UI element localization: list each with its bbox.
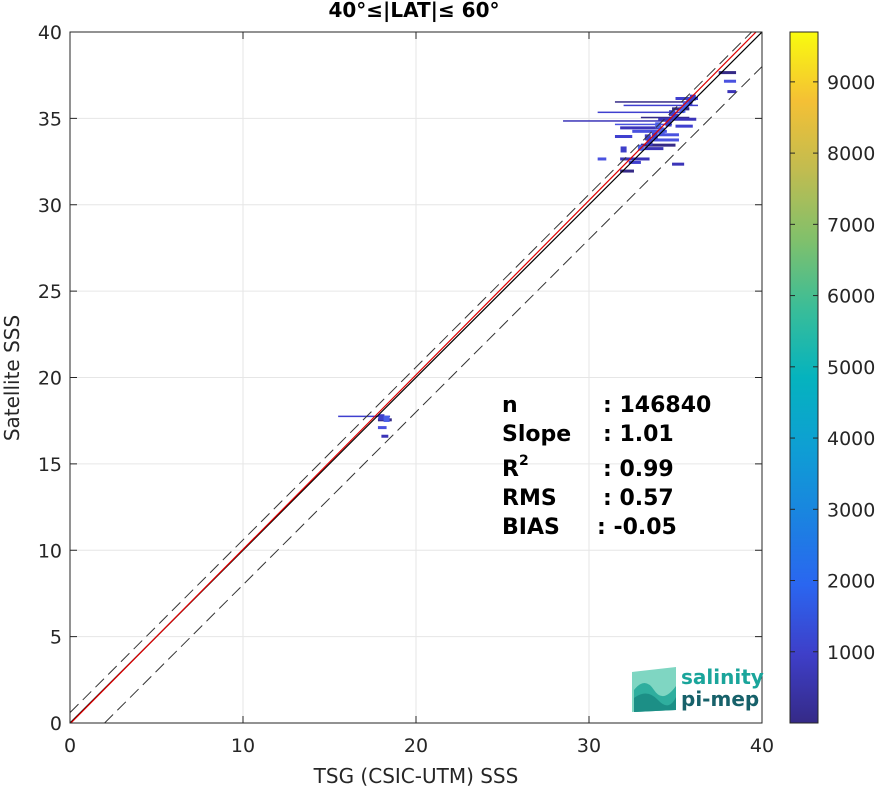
stat-bias-value: : -0.05 bbox=[597, 515, 677, 540]
logo-wave-icon bbox=[632, 667, 676, 712]
stat-rms-label: RMS bbox=[502, 486, 557, 511]
density-bin-row bbox=[597, 157, 607, 161]
salinity-pi-mep-logo: salinity pi-mep bbox=[632, 665, 764, 712]
density-bin-row bbox=[727, 90, 737, 94]
density-bin-row bbox=[620, 169, 634, 173]
x-tick-label: 30 bbox=[577, 735, 601, 757]
density-bin-row bbox=[614, 123, 673, 126]
density-bin-row bbox=[723, 79, 737, 83]
fit-line bbox=[70, 32, 757, 723]
density-bin-row bbox=[640, 116, 690, 119]
stat-n-value: : 146840 bbox=[603, 393, 711, 418]
colorbar-tick-label: 8000 bbox=[827, 143, 875, 165]
colorbar-tick-label: 1000 bbox=[827, 642, 875, 664]
colorbar-tick-label: 5000 bbox=[827, 357, 875, 379]
density-bin-row bbox=[649, 138, 679, 142]
logo-text-line1: salinity bbox=[681, 665, 764, 689]
density-bin-row bbox=[675, 124, 693, 128]
density-bin-cell bbox=[679, 106, 686, 113]
y-tick-label: 15 bbox=[38, 454, 62, 476]
density-bin-cell bbox=[383, 415, 390, 422]
density-bin-row bbox=[623, 104, 698, 107]
density-bin-row bbox=[640, 143, 676, 147]
colorbar-tick-label: 3000 bbox=[827, 499, 875, 521]
stat-slope-label: Slope bbox=[502, 422, 571, 447]
colorbar-ticks: 1000 2000 3000 4000 5000 6000 7000 8000 9000 bbox=[790, 72, 875, 664]
stats-block: n : 146840 Slope : 1.01 R 2 : 0.99 RMS :… bbox=[502, 393, 711, 540]
density-bin-cell bbox=[669, 110, 676, 117]
density-bin-cell bbox=[682, 101, 689, 108]
density-bin-row bbox=[675, 97, 698, 101]
density-bin-row bbox=[620, 126, 662, 130]
density-bin-row bbox=[563, 120, 667, 122]
density-bin-row bbox=[338, 415, 391, 418]
x-tick-label: 10 bbox=[231, 735, 255, 757]
y-tick-label: 25 bbox=[38, 281, 62, 303]
x-tick-label: 0 bbox=[64, 735, 76, 757]
density-bin-cell bbox=[686, 99, 693, 106]
stat-r2-sup: 2 bbox=[519, 453, 529, 469]
stat-rms-value: : 0.57 bbox=[603, 486, 674, 511]
stat-r2-value: : 0.99 bbox=[603, 457, 674, 482]
colorbar-tick-label: 7000 bbox=[827, 214, 875, 236]
density-bin-row bbox=[377, 426, 387, 430]
y-tick-label: 35 bbox=[38, 108, 62, 130]
stat-slope-value: : 1.01 bbox=[603, 422, 674, 447]
density-bin-cell bbox=[378, 414, 385, 421]
logo-text-line2: pi-mep bbox=[681, 687, 759, 711]
y-tick-label: 20 bbox=[38, 368, 62, 390]
x-axis-label: TSG (CSIC-UTM) SSS bbox=[313, 764, 519, 788]
chart-title: 40°≤|LAT|≤ 60° bbox=[328, 0, 499, 22]
density-bin-row bbox=[718, 71, 737, 75]
y-tick-label: 30 bbox=[38, 195, 62, 217]
lower-line bbox=[104, 66, 762, 723]
colorbar-tick-label: 4000 bbox=[827, 428, 875, 450]
density-bin-row bbox=[632, 129, 667, 133]
axis-ticks: 0 10 20 30 40 0 5 10 15 20 25 30 35 40 bbox=[38, 22, 774, 757]
y-axis-label: Satellite SSS bbox=[0, 315, 24, 441]
y-tick-label: 0 bbox=[50, 713, 62, 735]
y-tick-label: 40 bbox=[38, 22, 62, 44]
reference-lines bbox=[70, 32, 762, 723]
stat-r2-label: R bbox=[502, 457, 519, 482]
colorbar bbox=[789, 31, 819, 724]
density-bin-cell bbox=[658, 127, 665, 134]
y-tick-label: 10 bbox=[38, 540, 62, 562]
y-tick-label: 5 bbox=[50, 627, 62, 649]
density-bin-row bbox=[614, 135, 633, 139]
density-bin-cell bbox=[646, 139, 653, 146]
x-tick-label: 40 bbox=[750, 735, 774, 757]
density-bin-cell bbox=[689, 94, 696, 101]
colorbar-tick-label: 9000 bbox=[827, 72, 875, 94]
upper-line bbox=[70, 32, 753, 713]
colorbar-tick-label: 2000 bbox=[827, 571, 875, 593]
density-bin-row bbox=[381, 434, 389, 438]
stat-n-label: n bbox=[502, 393, 518, 418]
density-bin-cell bbox=[644, 134, 651, 141]
stat-bias-label: BIAS bbox=[502, 515, 560, 540]
density-bin-cell bbox=[665, 120, 672, 127]
colorbar-tick-label: 6000 bbox=[827, 286, 875, 308]
density-bin-cell bbox=[672, 113, 679, 120]
density-bin-row bbox=[597, 111, 685, 114]
density-bin-row bbox=[614, 101, 693, 103]
density-bin-row bbox=[658, 133, 679, 137]
x-tick-label: 20 bbox=[404, 735, 428, 757]
density-bin-row bbox=[628, 160, 641, 164]
density-bin-cell bbox=[651, 132, 658, 139]
density-bin-row bbox=[644, 147, 664, 151]
density-bin-cell bbox=[620, 146, 627, 153]
density-bin-row bbox=[672, 162, 685, 166]
